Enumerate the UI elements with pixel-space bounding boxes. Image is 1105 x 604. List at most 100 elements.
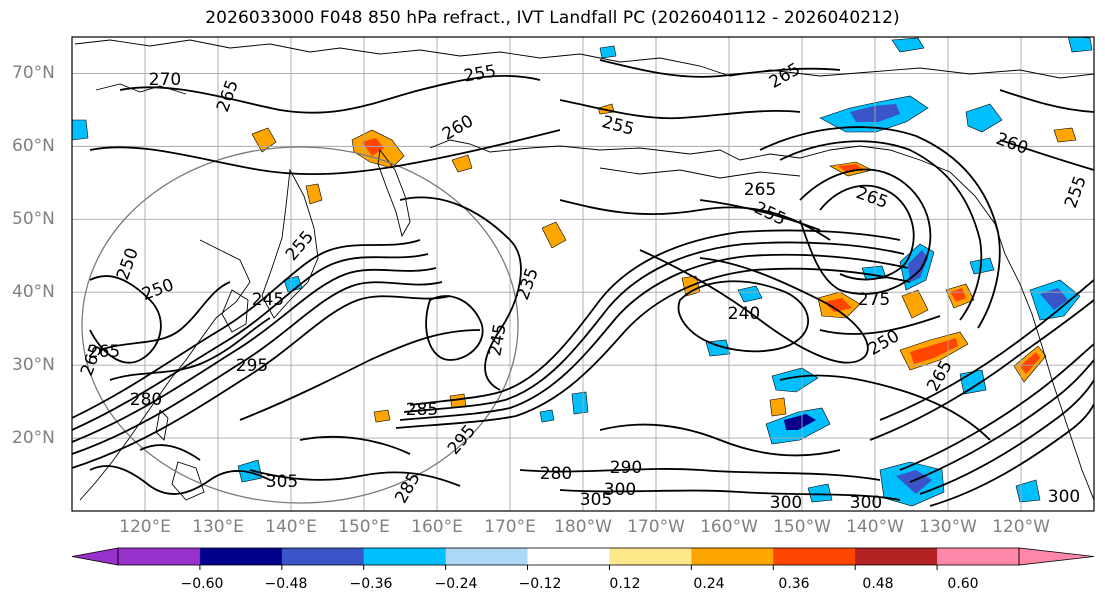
- shading-patch: [807, 483, 833, 503]
- contour-label: 265: [213, 77, 243, 114]
- lon-label: 170°E: [484, 517, 536, 537]
- shading-patch: [950, 288, 966, 302]
- contour-line: [909, 359, 1094, 483]
- contour-line: [599, 59, 841, 78]
- contour-label: 255: [462, 61, 497, 86]
- contour-label: 260: [439, 111, 477, 145]
- colorbar-segment: [199, 548, 283, 565]
- contour-line: [89, 129, 561, 176]
- lat-label: 20°N: [12, 428, 55, 448]
- contour-line: [119, 75, 541, 114]
- lon-label: 150°W: [773, 517, 831, 537]
- contour-label: 280: [130, 390, 162, 410]
- contour-line: [869, 299, 1094, 441]
- shading-patch: [373, 409, 391, 423]
- contour-label: 245: [252, 290, 284, 310]
- colorbar-segment: [118, 548, 201, 565]
- coastline: [599, 167, 801, 179]
- lon-label: 170°W: [627, 517, 685, 537]
- shading-patch: [891, 37, 925, 53]
- contour-label: 265: [744, 180, 776, 200]
- contour-line: [399, 253, 909, 421]
- colorbar-segment: [773, 548, 856, 565]
- contour-lines: [72, 59, 1094, 507]
- map-title: 2026033000 F048 850 hPa refract., IVT La…: [205, 8, 900, 28]
- lon-label: 120°E: [119, 517, 171, 537]
- shading-patch: [305, 183, 323, 205]
- shading-patch: [771, 367, 819, 393]
- contour-line: [677, 280, 809, 353]
- lat-label: 40°N: [12, 282, 55, 302]
- lon-label: 140°W: [846, 517, 904, 537]
- shading-patch: [451, 154, 473, 173]
- shading-layer: [72, 37, 1093, 507]
- colorbar-tick-label: 0.36: [778, 576, 810, 592]
- contour-label: 295: [444, 421, 480, 459]
- contour-label: 265: [853, 183, 890, 213]
- contour-line: [779, 374, 991, 441]
- contour-line: [89, 275, 162, 364]
- contour-line: [239, 329, 481, 421]
- contour-line: [395, 267, 911, 429]
- colorbar-tick-label: −0.60: [180, 576, 224, 592]
- coastline: [155, 409, 169, 441]
- shading-patch: [362, 138, 384, 156]
- colorbar-segment: [937, 548, 1020, 565]
- contour-label: 265: [766, 59, 804, 93]
- lat-label: 60°N: [12, 136, 55, 156]
- contour-label: 275: [858, 290, 890, 310]
- shading-patch: [1015, 479, 1041, 503]
- contour-label: 255: [600, 112, 637, 140]
- contour-label: 280: [540, 464, 572, 484]
- contour-label: 295: [236, 356, 268, 376]
- contour-label: 245: [485, 322, 510, 357]
- colorbar-segment: [445, 548, 529, 565]
- contour-label: 255: [751, 198, 789, 230]
- contour-line: [599, 423, 841, 457]
- contour-label: 250: [113, 245, 143, 282]
- colorbar-extend-max: [1018, 547, 1095, 566]
- lon-label: 140°E: [265, 517, 317, 537]
- range-circle: [81, 146, 519, 504]
- contour-label: 260: [993, 129, 1030, 159]
- colorbar-tick-label: 0.12: [609, 576, 641, 592]
- lon-label: 180°W: [554, 517, 612, 537]
- contour-line: [819, 184, 915, 281]
- contour-line: [139, 444, 201, 461]
- colorbar: [71, 547, 1095, 570]
- contour-label: 300: [1048, 487, 1080, 507]
- colorbar-segment: [609, 548, 692, 565]
- contour-label: 235: [513, 265, 543, 302]
- contour-line: [799, 168, 932, 295]
- coastline: [377, 148, 411, 238]
- contour-line: [72, 281, 443, 455]
- shading-patch: [237, 459, 263, 483]
- lat-label: 70°N: [12, 63, 55, 83]
- lon-label: 150°E: [338, 517, 390, 537]
- lon-label: 130°E: [192, 517, 244, 537]
- shading-patch: [541, 221, 567, 249]
- contour-label: 300: [604, 480, 636, 500]
- contour-line: [819, 315, 941, 335]
- lon-label: 130°W: [919, 517, 977, 537]
- contour-line: [779, 140, 983, 321]
- contour-label: 240: [728, 304, 760, 324]
- shading-patch: [1067, 37, 1093, 53]
- shading-patch: [910, 338, 958, 364]
- shading-patch: [539, 409, 555, 423]
- contour-label: 270: [149, 70, 181, 90]
- contour-label: 265: [88, 342, 120, 362]
- coastlines: [74, 39, 1094, 501]
- colorbar-tick-label: −0.12: [518, 576, 562, 592]
- colorbar-extend-min: [71, 547, 119, 566]
- contour-line: [639, 249, 869, 364]
- shading-patch: [571, 391, 589, 415]
- contour-line: [879, 279, 1094, 421]
- shading-patch: [737, 285, 763, 303]
- colorbar-tick-label: −0.24: [434, 576, 478, 592]
- contour-line: [72, 253, 429, 431]
- contour-line: [249, 469, 461, 487]
- colorbar-segment: [363, 548, 447, 565]
